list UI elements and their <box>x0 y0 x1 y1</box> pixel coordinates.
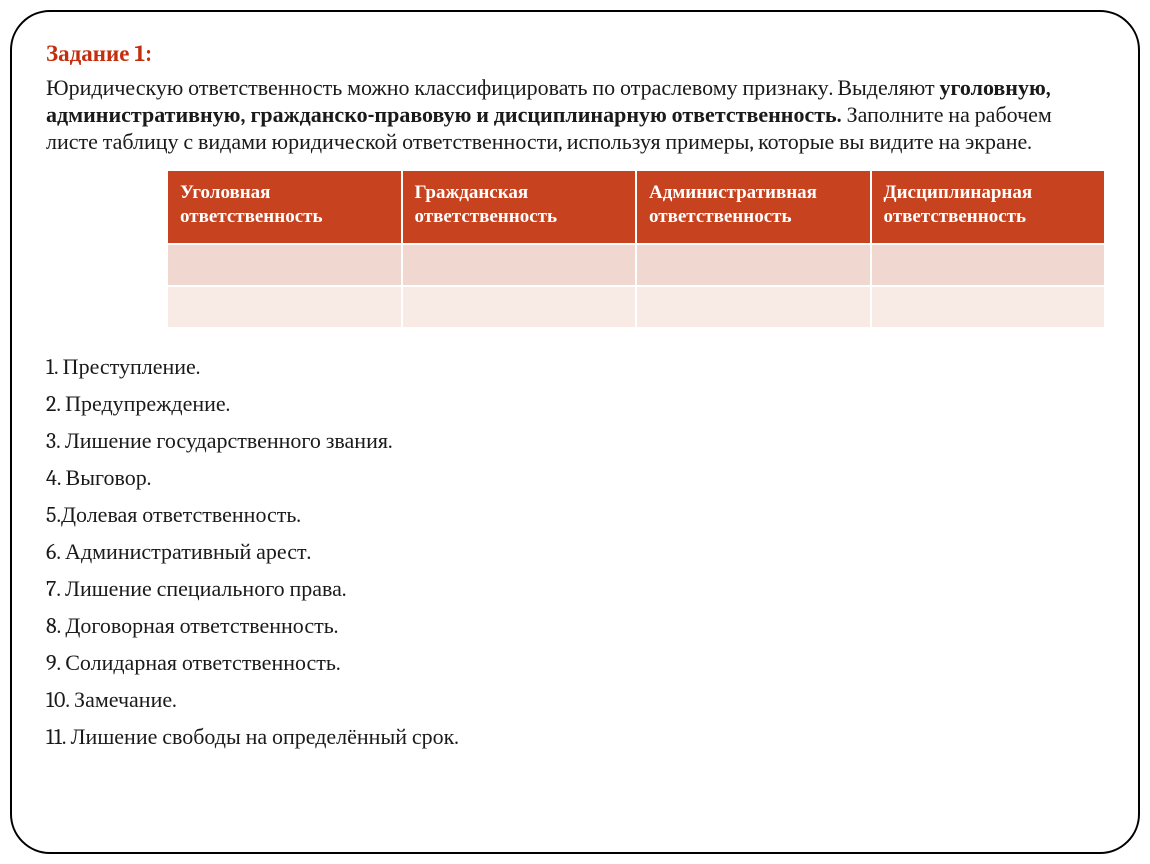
list-item: 7. Лишение специального права. <box>46 571 1104 608</box>
list-item: 10. Замечание. <box>46 682 1104 719</box>
list-item: 5.Долевая ответственность. <box>46 497 1104 534</box>
list-item: 9. Солидарная ответственность. <box>46 645 1104 682</box>
col-header-disciplinary: Дисциплинарная ответственность <box>871 170 1106 244</box>
intro-paragraph: Юридическую ответственность можно класси… <box>46 75 1104 155</box>
table-cell <box>167 244 402 286</box>
list-item: 6. Административный арест. <box>46 534 1104 571</box>
list-item: 1. Преступление. <box>46 349 1104 386</box>
table-row <box>167 286 1105 328</box>
table-cell <box>402 286 637 328</box>
table-cell <box>636 286 871 328</box>
examples-list: 1. Преступление. 2. Предупреждение. 3. Л… <box>46 349 1104 755</box>
task-title: Задание 1: <box>46 40 1104 67</box>
list-item: 11. Лишение свободы на определённый срок… <box>46 719 1104 756</box>
list-item: 2. Предупреждение. <box>46 386 1104 423</box>
table-header-row: Уголовная ответственность Гражданская от… <box>167 170 1105 244</box>
list-item: 3. Лишение государственного звания. <box>46 423 1104 460</box>
col-header-criminal: Уголовная ответственность <box>167 170 402 244</box>
table-cell <box>167 286 402 328</box>
table-cell <box>636 244 871 286</box>
list-item: 4. Выговор. <box>46 460 1104 497</box>
list-item: 8. Договорная ответственность. <box>46 608 1104 645</box>
table-row <box>167 244 1105 286</box>
table-cell <box>402 244 637 286</box>
table-container: Уголовная ответственность Гражданская от… <box>166 169 1104 329</box>
table-cell <box>871 286 1106 328</box>
responsibility-table: Уголовная ответственность Гражданская от… <box>166 169 1106 329</box>
col-header-administrative: Административная ответственность <box>636 170 871 244</box>
col-header-civil: Гражданская ответственность <box>402 170 637 244</box>
slide-card: Задание 1: Юридическую ответственность м… <box>10 10 1140 854</box>
intro-part1: Юридическую ответственность можно класси… <box>46 75 939 101</box>
table-cell <box>871 244 1106 286</box>
